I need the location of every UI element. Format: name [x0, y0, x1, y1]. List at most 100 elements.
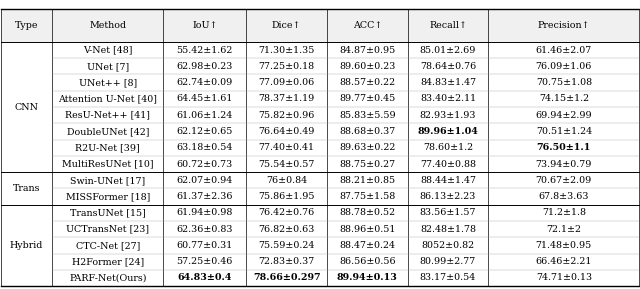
Text: 89.96±1.04: 89.96±1.04 — [417, 127, 479, 136]
Text: CNN: CNN — [15, 103, 38, 112]
Text: 86.13±2.23: 86.13±2.23 — [420, 192, 476, 201]
Text: 89.63±0.22: 89.63±0.22 — [339, 143, 396, 152]
Text: 70.67±2.09: 70.67±2.09 — [536, 176, 592, 185]
Text: 82.93±1.93: 82.93±1.93 — [420, 111, 476, 120]
Text: 67.8±3.63: 67.8±3.63 — [539, 192, 589, 201]
Text: 60.77±0.31: 60.77±0.31 — [177, 241, 233, 250]
Text: 74.15±1.2: 74.15±1.2 — [539, 95, 589, 103]
Text: 76.50±1.1: 76.50±1.1 — [537, 143, 591, 152]
Text: 80.99±2.77: 80.99±2.77 — [420, 257, 476, 266]
Text: 88.57±0.22: 88.57±0.22 — [339, 78, 396, 87]
Text: 77.40±0.88: 77.40±0.88 — [420, 160, 476, 168]
Text: 64.83±0.4: 64.83±0.4 — [177, 273, 232, 282]
Text: 71.30±1.35: 71.30±1.35 — [259, 46, 315, 55]
Text: 83.56±1.57: 83.56±1.57 — [420, 208, 476, 217]
Text: Attention U-Net [40]: Attention U-Net [40] — [58, 95, 157, 103]
Text: 73.94±0.79: 73.94±0.79 — [536, 160, 592, 168]
Text: 76.09±1.06: 76.09±1.06 — [536, 62, 592, 71]
Text: 88.75±0.27: 88.75±0.27 — [339, 160, 396, 168]
Text: Precision↑: Precision↑ — [538, 21, 590, 30]
Text: UNet++ [8]: UNet++ [8] — [79, 78, 137, 87]
Text: 88.68±0.37: 88.68±0.37 — [339, 127, 396, 136]
Text: 86.56±0.56: 86.56±0.56 — [339, 257, 396, 266]
Text: CTC-Net [27]: CTC-Net [27] — [76, 241, 140, 250]
Text: 77.09±0.06: 77.09±0.06 — [259, 78, 315, 87]
Text: H2Former [24]: H2Former [24] — [72, 257, 144, 266]
Text: DoubleUNet [42]: DoubleUNet [42] — [67, 127, 149, 136]
Text: 82.48±1.78: 82.48±1.78 — [420, 225, 476, 234]
Text: 88.96±0.51: 88.96±0.51 — [339, 225, 396, 234]
Text: 88.78±0.52: 88.78±0.52 — [339, 208, 396, 217]
Text: PARF-Net(Ours): PARF-Net(Ours) — [69, 273, 147, 282]
Text: 70.51±1.24: 70.51±1.24 — [536, 127, 592, 136]
Text: 89.77±0.45: 89.77±0.45 — [339, 95, 396, 103]
Text: 61.37±2.36: 61.37±2.36 — [177, 192, 233, 201]
Text: Hybrid: Hybrid — [10, 241, 44, 250]
Text: Recall↑: Recall↑ — [429, 21, 467, 30]
Text: 75.82±0.96: 75.82±0.96 — [259, 111, 315, 120]
Text: 62.12±0.65: 62.12±0.65 — [177, 127, 233, 136]
Text: Trans: Trans — [13, 184, 40, 193]
Text: 61.06±1.24: 61.06±1.24 — [177, 111, 233, 120]
Text: 77.25±0.18: 77.25±0.18 — [259, 62, 315, 71]
Text: 62.36±0.83: 62.36±0.83 — [177, 225, 233, 234]
Text: UCTransNet [23]: UCTransNet [23] — [67, 225, 149, 234]
Text: 88.44±1.47: 88.44±1.47 — [420, 176, 476, 185]
Text: 88.47±0.24: 88.47±0.24 — [339, 241, 396, 250]
Text: Swin-UNet [17]: Swin-UNet [17] — [70, 176, 145, 185]
Text: 76.42±0.76: 76.42±0.76 — [259, 208, 315, 217]
Text: 78.66±0.297: 78.66±0.297 — [253, 273, 321, 282]
Text: 70.75±1.08: 70.75±1.08 — [536, 78, 592, 87]
Text: 88.21±0.85: 88.21±0.85 — [339, 176, 396, 185]
Text: 63.18±0.54: 63.18±0.54 — [177, 143, 233, 152]
Text: 76±0.84: 76±0.84 — [266, 176, 307, 185]
Text: ResU-Net++ [41]: ResU-Net++ [41] — [65, 111, 150, 120]
Text: 75.86±1.95: 75.86±1.95 — [259, 192, 315, 201]
Text: UNet [7]: UNet [7] — [86, 62, 129, 71]
Text: R2U-Net [39]: R2U-Net [39] — [76, 143, 140, 152]
Text: Method: Method — [89, 21, 127, 30]
Text: 55.42±1.62: 55.42±1.62 — [177, 46, 233, 55]
Text: 85.01±2.69: 85.01±2.69 — [420, 46, 476, 55]
Text: 87.75±1.58: 87.75±1.58 — [339, 192, 396, 201]
Text: 8052±0.82: 8052±0.82 — [421, 241, 475, 250]
Text: MultiResUNet [10]: MultiResUNet [10] — [62, 160, 154, 168]
Text: ACC↑: ACC↑ — [353, 21, 382, 30]
Text: 61.94±0.98: 61.94±0.98 — [177, 208, 233, 217]
Text: 71.2±1.8: 71.2±1.8 — [542, 208, 586, 217]
Text: 57.25±0.46: 57.25±0.46 — [177, 257, 233, 266]
Text: 69.94±2.99: 69.94±2.99 — [536, 111, 592, 120]
Text: 83.17±0.54: 83.17±0.54 — [420, 273, 476, 282]
Text: 77.40±0.41: 77.40±0.41 — [259, 143, 315, 152]
Text: 78.37±1.19: 78.37±1.19 — [259, 95, 315, 103]
Text: 74.71±0.13: 74.71±0.13 — [536, 273, 592, 282]
Text: 72.83±0.37: 72.83±0.37 — [259, 257, 315, 266]
Text: TransUNet [15]: TransUNet [15] — [70, 208, 146, 217]
Text: 89.94±0.13: 89.94±0.13 — [337, 273, 398, 282]
Text: 66.46±2.21: 66.46±2.21 — [536, 257, 592, 266]
Text: MISSFormer [18]: MISSFormer [18] — [66, 192, 150, 201]
Text: Dice↑: Dice↑ — [272, 21, 301, 30]
Text: 62.98±0.23: 62.98±0.23 — [177, 62, 233, 71]
Text: 64.45±1.61: 64.45±1.61 — [177, 95, 233, 103]
Text: 89.60±0.23: 89.60±0.23 — [339, 62, 396, 71]
Text: 84.83±1.47: 84.83±1.47 — [420, 78, 476, 87]
Text: 78.64±0.76: 78.64±0.76 — [420, 62, 476, 71]
Text: 76.82±0.63: 76.82±0.63 — [259, 225, 315, 234]
Text: 83.40±2.11: 83.40±2.11 — [420, 95, 476, 103]
Text: 75.54±0.57: 75.54±0.57 — [259, 160, 315, 168]
Text: 85.83±5.59: 85.83±5.59 — [339, 111, 396, 120]
Text: 78.60±1.2: 78.60±1.2 — [423, 143, 473, 152]
Text: 62.74±0.09: 62.74±0.09 — [177, 78, 233, 87]
Text: 71.48±0.95: 71.48±0.95 — [536, 241, 592, 250]
Text: 60.72±0.73: 60.72±0.73 — [177, 160, 233, 168]
Bar — [1, 9, 639, 42]
Text: 75.59±0.24: 75.59±0.24 — [259, 241, 315, 250]
Text: Type: Type — [15, 21, 38, 30]
Text: 61.46±2.07: 61.46±2.07 — [536, 46, 592, 55]
Text: 62.07±0.94: 62.07±0.94 — [177, 176, 233, 185]
Text: 72.1±2: 72.1±2 — [547, 225, 581, 234]
Text: V-Net [48]: V-Net [48] — [83, 46, 132, 55]
Text: 84.87±0.95: 84.87±0.95 — [339, 46, 396, 55]
Text: 76.64±0.49: 76.64±0.49 — [259, 127, 315, 136]
